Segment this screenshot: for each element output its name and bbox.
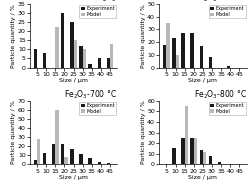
Bar (163, 45, 166, 67)
Bar (199, 149, 203, 164)
Bar (209, 156, 212, 164)
Legend: Experiment, Model: Experiment, Model (209, 102, 246, 115)
Bar (79, 153, 83, 164)
X-axis label: Size / μm: Size / μm (188, 175, 217, 180)
Bar (88, 64, 92, 67)
Bar (43, 153, 46, 164)
Bar (181, 138, 185, 164)
X-axis label: Size / μm: Size / μm (59, 175, 88, 180)
Bar (203, 152, 206, 164)
Bar (218, 162, 221, 164)
Y-axis label: Particle quantity / %: Particle quantity / % (141, 4, 146, 67)
Legend: Experiment, Model: Experiment, Model (209, 5, 246, 18)
Bar (110, 44, 113, 67)
Bar (194, 138, 197, 164)
Bar (70, 22, 73, 67)
Bar (37, 139, 40, 164)
Bar (79, 46, 83, 67)
Y-axis label: Particle quantity / %: Particle quantity / % (11, 101, 16, 164)
Bar (107, 58, 110, 67)
Bar (190, 33, 194, 67)
Text: Fe$_2$O$_3$: Fe$_2$O$_3$ (93, 0, 117, 4)
Text: Fe$_2$O$_3$-700 °C: Fe$_2$O$_3$-700 °C (64, 88, 117, 101)
Bar (176, 55, 179, 67)
Bar (98, 58, 101, 67)
Bar (73, 40, 77, 67)
X-axis label: Size / μm: Size / μm (188, 78, 217, 83)
Bar (55, 110, 59, 164)
Bar (34, 160, 37, 164)
Bar (88, 158, 92, 164)
Bar (185, 106, 188, 164)
Bar (70, 149, 73, 164)
Bar (98, 162, 101, 164)
Legend: Experiment, Model: Experiment, Model (79, 5, 116, 18)
X-axis label: Size / μm: Size / μm (59, 78, 88, 83)
Bar (209, 57, 212, 67)
Bar (166, 23, 170, 67)
Bar (61, 13, 64, 67)
Bar (190, 138, 194, 164)
Bar (181, 33, 185, 67)
Bar (172, 38, 176, 67)
Bar (107, 163, 110, 164)
Bar (199, 46, 203, 67)
Bar (61, 144, 64, 164)
Bar (43, 53, 46, 67)
Y-axis label: Particle quantity / %: Particle quantity / % (11, 4, 16, 67)
Legend: Experiment, Model: Experiment, Model (79, 102, 116, 115)
Bar (64, 157, 68, 164)
Bar (227, 66, 230, 67)
Bar (172, 149, 176, 164)
Bar (52, 144, 55, 164)
Y-axis label: Particle quantity / %: Particle quantity / % (141, 101, 146, 164)
Bar (34, 49, 37, 67)
Bar (83, 49, 86, 67)
Text: Fe$_2$O$_3$-600 °C: Fe$_2$O$_3$-600 °C (193, 0, 247, 4)
Text: Fe$_2$O$_3$-800 °C: Fe$_2$O$_3$-800 °C (193, 88, 247, 101)
Bar (55, 27, 59, 67)
